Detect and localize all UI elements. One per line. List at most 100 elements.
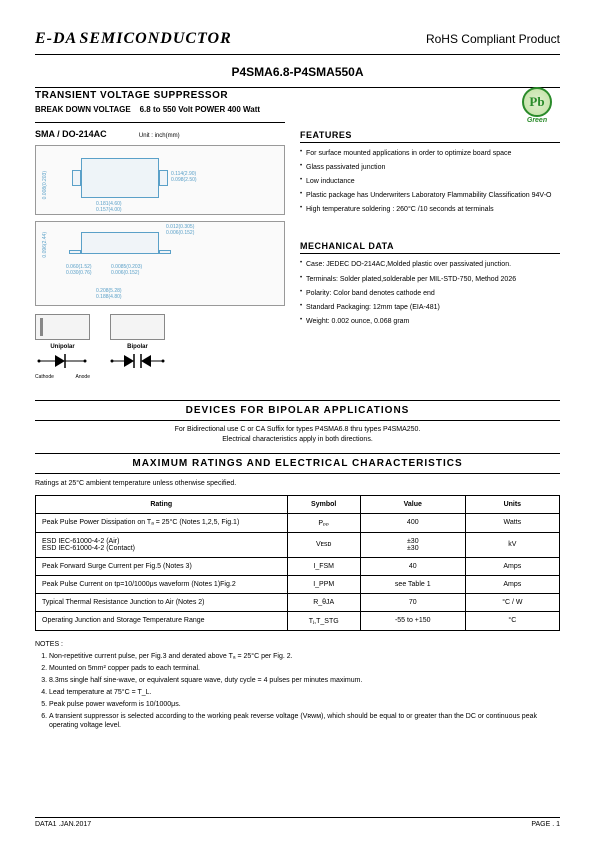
table-row: Peak Pulse Current on tp=10/1000μs wavef… (36, 575, 560, 593)
breakdown-label: BREAK DOWN VOLTAGE (35, 105, 131, 114)
feature-item: Glass passivated junction (300, 163, 560, 172)
table-row: Operating Junction and Storage Temperatu… (36, 611, 560, 630)
breakdown-spec: 6.8 to 550 Volt POWER 400 Watt (140, 105, 260, 114)
mechanical-item: Polarity: Color band denotes cathode end (300, 289, 560, 298)
pb-icon: Pb (522, 87, 552, 117)
dim-sw2: 0.006(0.152) (166, 230, 194, 236)
bipolar-symbol-icon (110, 350, 165, 372)
table-cell: Amps (465, 575, 559, 593)
dim-le2: 0.030(0.76) (66, 270, 92, 276)
mechanical-item: Standard Packaging: 12mm tape (EIA-481) (300, 303, 560, 312)
table-cell: Tⱼ,T_STG (287, 611, 360, 630)
table-cell: °C (465, 611, 559, 630)
table-cell: I_PPM (287, 575, 360, 593)
part-number-title: P4SMA6.8-P4SMA550A (35, 65, 560, 79)
mechanical-item: Case: JEDEC DO-214AC,Molded plastic over… (300, 260, 560, 269)
tvs-title: TRANSIENT VOLTAGE SUPPRESSOR (35, 90, 285, 101)
tvs-rule (35, 122, 285, 123)
table-cell: Vᴇsᴅ (287, 532, 360, 557)
table-cell: kV (465, 532, 559, 557)
section-rule (35, 420, 560, 421)
right-column: Pb Green FEATURES For surface mounted ap… (300, 90, 560, 390)
package-label: SMA / DO-214AC (35, 129, 107, 139)
mechanical-list: Case: JEDEC DO-214AC,Molded plastic over… (300, 260, 560, 325)
footer-page: PAGE . 1 (531, 821, 560, 828)
table-cell: Amps (465, 557, 559, 575)
ratings-condition: Ratings at 25°C ambient temperature unle… (35, 480, 560, 487)
feature-item: Low inductance (300, 177, 560, 186)
max-ratings-heading: MAXIMUM RATINGS AND ELECTRICAL CHARACTER… (35, 458, 560, 469)
table-cell: Watts (465, 513, 559, 532)
section-rule (35, 473, 560, 474)
table-cell: R_θJA (287, 593, 360, 611)
note-item: Peak pulse power waveform is 10/1000μs. (49, 700, 560, 709)
company-sub: SEMICONDUCTOR (79, 30, 231, 47)
table-cell: -55 to +150 (360, 611, 465, 630)
col-rating: Rating (36, 495, 288, 513)
table-cell: ESD IEC-61000-4-2 (Air)ESD IEC-61000-4-2… (36, 532, 288, 557)
table-cell: 400 (360, 513, 465, 532)
pb-free-badge: Pb Green (519, 87, 555, 131)
table-cell: see Table 1 (360, 575, 465, 593)
table-row: Peak Pulse Power Dissipation on Tₐ = 25°… (36, 513, 560, 532)
feature-item: Plastic package has Underwriters Laborat… (300, 191, 560, 200)
table-cell: Pₚₚ (287, 513, 360, 532)
title-rule (35, 87, 560, 88)
table-cell: Peak Pulse Current on tp=10/1000μs wavef… (36, 575, 288, 593)
table-row: Typical Thermal Resistance Junction to A… (36, 593, 560, 611)
package-top-view: 0.181(4.60) 0.157(4.00) 0.114(2.90) 0.09… (35, 145, 285, 215)
cathode-label: Cathode (35, 374, 54, 380)
dim-lw1: 0.008(0.203) (42, 171, 48, 199)
table-cell: Operating Junction and Storage Temperatu… (36, 611, 288, 630)
table-cell: °C / W (465, 593, 559, 611)
notes-list: Non-repetitive current pulse, per Fig.3 … (35, 652, 560, 731)
package-side-view: 0.012(0.305) 0.006(0.152) 0.096(2.44) 0.… (35, 221, 285, 306)
dim-sh1: 0.096(2.44) (42, 232, 48, 258)
table-cell: 70 (360, 593, 465, 611)
anode-label: Anode (76, 374, 90, 380)
col-units: Units (465, 495, 559, 513)
table-header-row: Rating Symbol Value Units (36, 495, 560, 513)
dim-len2: 0.157(4.00) (96, 207, 122, 213)
tvs-subtitle: BREAK DOWN VOLTAGE 6.8 to 550 Volt POWER… (35, 105, 285, 114)
col-symbol: Symbol (287, 495, 360, 513)
page-header: E-DA SEMICONDUCTOR RoHS Compliant Produc… (35, 30, 560, 48)
left-column: TRANSIENT VOLTAGE SUPPRESSOR BREAK DOWN … (35, 90, 285, 390)
footer-date: DATA1 .JAN.2017 (35, 821, 91, 828)
mechanical-item: Weight: 0.002 ounce, 0.068 gram (300, 317, 560, 326)
company-main: E-DA (35, 30, 77, 47)
table-row: ESD IEC-61000-4-2 (Air)ESD IEC-61000-4-2… (36, 532, 560, 557)
features-list: For surface mounted applications in orde… (300, 149, 560, 214)
unipolar-symbol-icon (35, 350, 90, 372)
table-cell: ±30±30 (360, 532, 465, 557)
bipolar-apps-text: For Bidirectional use C or CA Suffix for… (35, 425, 560, 445)
section-rule (35, 453, 560, 454)
note-item: Mounted on 5mm² copper pads to each term… (49, 664, 560, 673)
table-cell: Peak Pulse Power Dissipation on Tₐ = 25°… (36, 513, 288, 532)
note-item: Lead temperature at 75°C = T_L. (49, 688, 560, 697)
feature-item: High temperature soldering : 260°C /10 s… (300, 205, 560, 214)
ratings-table: Rating Symbol Value Units Peak Pulse Pow… (35, 495, 560, 631)
header-rule (35, 54, 560, 55)
notes-heading: NOTES : (35, 641, 560, 648)
table-cell: Typical Thermal Resistance Junction to A… (36, 593, 288, 611)
company-name: E-DA SEMICONDUCTOR (35, 30, 232, 48)
unipolar-block: Unipolar Cathode Anode (35, 314, 90, 380)
rohs-label: RoHS Compliant Product (426, 32, 560, 46)
bipolar-line2: Electrical characteristics apply in both… (222, 436, 373, 443)
table-row: Peak Forward Surge Current per Fig.5 (No… (36, 557, 560, 575)
dim-li2: 0.006(0.152) (111, 270, 139, 276)
note-item: A transient suppressor is selected accor… (49, 712, 560, 730)
unit-label: Unit : inch(mm) (139, 133, 180, 139)
table-cell: I_FSM (287, 557, 360, 575)
note-item: 8.3ms single half sine-wave, or equivale… (49, 676, 560, 685)
bipolar-block: Bipolar (110, 314, 165, 380)
page-footer: DATA1 .JAN.2017 PAGE . 1 (35, 817, 560, 828)
col-value: Value (360, 495, 465, 513)
polarity-diagrams: Unipolar Cathode Anode Bipolar (35, 314, 285, 380)
bipolar-line1: For Bidirectional use C or CA Suffix for… (175, 426, 421, 433)
section-rule (35, 400, 560, 401)
note-item: Non-repetitive current pulse, per Fig.3 … (49, 652, 560, 661)
table-cell: 40 (360, 557, 465, 575)
pb-text: Green (519, 117, 555, 124)
